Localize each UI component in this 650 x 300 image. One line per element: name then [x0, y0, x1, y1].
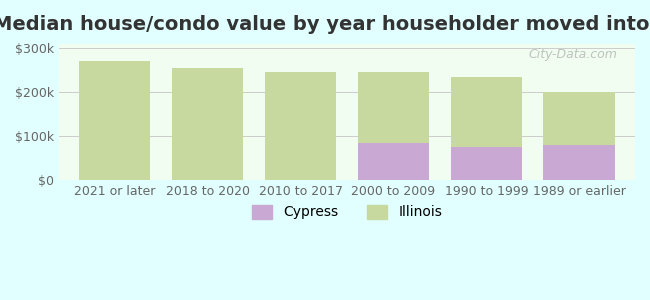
Bar [79, 61, 151, 180]
Bar [543, 92, 615, 180]
Title: Median house/condo value by year householder moved into unit: Median house/condo value by year househo… [0, 15, 650, 34]
Legend: Cypress, Illinois: Cypress, Illinois [246, 199, 448, 225]
Bar [172, 68, 243, 180]
Bar [450, 147, 522, 180]
Bar [450, 77, 522, 180]
Bar [543, 145, 615, 180]
Bar [358, 73, 429, 180]
Text: City-Data.com: City-Data.com [529, 48, 617, 61]
Bar [265, 73, 336, 180]
Bar [358, 143, 429, 180]
